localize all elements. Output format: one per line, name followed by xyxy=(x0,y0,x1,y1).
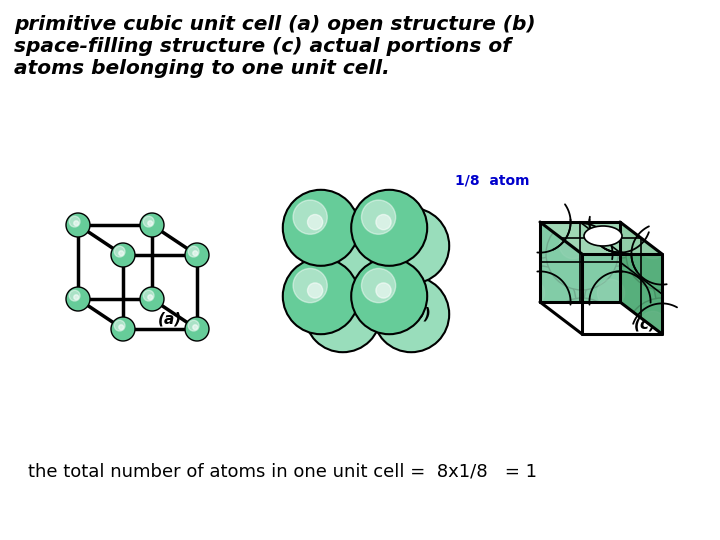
Text: 1/8  atom: 1/8 atom xyxy=(455,173,529,187)
Circle shape xyxy=(307,214,323,230)
Circle shape xyxy=(584,186,656,258)
Circle shape xyxy=(384,286,418,321)
Circle shape xyxy=(398,301,413,316)
Circle shape xyxy=(143,290,154,301)
Polygon shape xyxy=(540,222,662,254)
Circle shape xyxy=(293,268,328,302)
Polygon shape xyxy=(620,222,662,334)
Circle shape xyxy=(185,317,209,341)
Circle shape xyxy=(376,283,391,298)
Circle shape xyxy=(307,283,323,298)
Circle shape xyxy=(598,199,625,227)
Circle shape xyxy=(384,218,418,252)
Polygon shape xyxy=(540,222,662,334)
Circle shape xyxy=(73,221,78,226)
Circle shape xyxy=(504,266,576,338)
Circle shape xyxy=(119,251,124,255)
Polygon shape xyxy=(540,222,620,302)
Circle shape xyxy=(114,320,125,331)
Circle shape xyxy=(66,287,90,311)
Circle shape xyxy=(626,218,698,290)
Polygon shape xyxy=(540,222,662,334)
Polygon shape xyxy=(620,222,662,334)
Polygon shape xyxy=(540,222,662,334)
Circle shape xyxy=(546,298,618,370)
Polygon shape xyxy=(620,222,662,334)
Polygon shape xyxy=(540,222,662,334)
Ellipse shape xyxy=(584,226,622,246)
Polygon shape xyxy=(540,222,662,334)
Circle shape xyxy=(111,243,135,267)
Circle shape xyxy=(140,287,164,311)
Circle shape xyxy=(639,231,667,259)
Circle shape xyxy=(559,312,587,339)
Circle shape xyxy=(73,295,78,300)
Circle shape xyxy=(518,279,544,307)
Polygon shape xyxy=(540,222,662,334)
Circle shape xyxy=(305,208,381,284)
Polygon shape xyxy=(540,222,662,334)
Polygon shape xyxy=(540,222,662,334)
Circle shape xyxy=(351,258,427,334)
Circle shape xyxy=(598,279,625,307)
Circle shape xyxy=(559,231,587,259)
Circle shape xyxy=(398,233,413,248)
Circle shape xyxy=(546,218,618,290)
Circle shape xyxy=(119,325,124,329)
Circle shape xyxy=(283,258,359,334)
Circle shape xyxy=(69,216,80,227)
Circle shape xyxy=(626,298,698,370)
Circle shape xyxy=(111,317,135,341)
Polygon shape xyxy=(540,222,662,334)
Circle shape xyxy=(193,251,197,255)
Circle shape xyxy=(293,200,328,234)
Circle shape xyxy=(315,218,349,252)
Polygon shape xyxy=(540,222,662,254)
Polygon shape xyxy=(540,222,662,334)
Polygon shape xyxy=(540,222,620,302)
Circle shape xyxy=(330,301,345,316)
Circle shape xyxy=(373,208,449,284)
Circle shape xyxy=(584,266,656,338)
Circle shape xyxy=(143,216,154,227)
Polygon shape xyxy=(540,222,662,334)
Circle shape xyxy=(69,290,80,301)
Polygon shape xyxy=(540,222,662,334)
Polygon shape xyxy=(540,222,662,334)
Text: primitive cubic unit cell (a) open structure (b)
space-filling structure (c) act: primitive cubic unit cell (a) open struc… xyxy=(14,15,536,78)
Polygon shape xyxy=(540,222,662,334)
Circle shape xyxy=(140,213,164,237)
Circle shape xyxy=(376,214,391,230)
Circle shape xyxy=(315,286,349,321)
Circle shape xyxy=(188,246,199,257)
Text: (a): (a) xyxy=(158,312,182,327)
Circle shape xyxy=(148,295,153,300)
Circle shape xyxy=(361,200,396,234)
Circle shape xyxy=(114,246,125,257)
Circle shape xyxy=(373,276,449,352)
Polygon shape xyxy=(540,222,662,334)
Circle shape xyxy=(193,325,197,329)
Circle shape xyxy=(361,268,396,302)
Circle shape xyxy=(639,312,667,339)
Circle shape xyxy=(518,199,544,227)
Circle shape xyxy=(330,233,345,248)
Polygon shape xyxy=(540,222,662,334)
Text: (b): (b) xyxy=(407,307,431,322)
Circle shape xyxy=(504,186,576,258)
Circle shape xyxy=(66,213,90,237)
Circle shape xyxy=(283,190,359,266)
Circle shape xyxy=(148,221,153,226)
Polygon shape xyxy=(540,222,662,254)
Circle shape xyxy=(351,190,427,266)
Polygon shape xyxy=(540,222,620,302)
Circle shape xyxy=(185,243,209,267)
Circle shape xyxy=(188,320,199,331)
Circle shape xyxy=(305,276,381,352)
Text: (c): (c) xyxy=(634,316,657,332)
Text: the total number of atoms in one unit cell =  8x1/8   = 1: the total number of atoms in one unit ce… xyxy=(28,462,537,480)
